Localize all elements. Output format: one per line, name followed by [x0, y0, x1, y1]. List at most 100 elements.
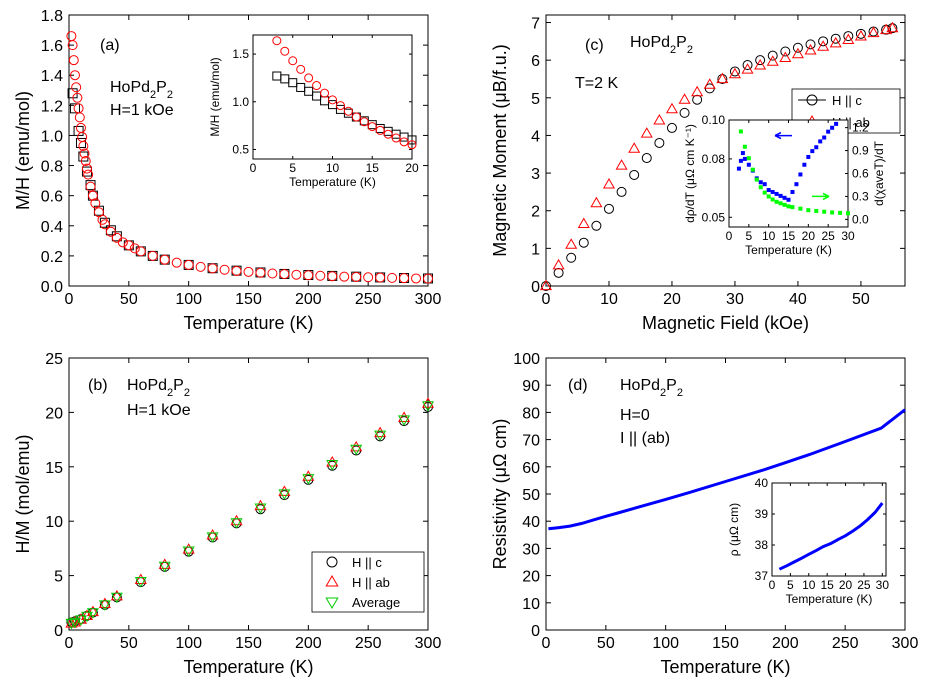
data-point — [741, 63, 754, 74]
data-point — [421, 401, 435, 412]
inset-frame — [771, 482, 887, 577]
data-point — [280, 46, 290, 56]
data-point — [678, 93, 691, 104]
inset-data-point — [814, 208, 819, 213]
data-point — [110, 592, 123, 604]
y-tick-label: 80 — [522, 405, 540, 422]
arrow-right-icon — [812, 192, 830, 201]
inset-data-point — [742, 156, 747, 161]
data-point — [703, 78, 716, 89]
y-tick-label: 2 — [531, 204, 540, 221]
data-point — [134, 573, 147, 585]
data-point — [90, 198, 101, 209]
y-tick-label: 0.5 — [232, 142, 249, 156]
data-point — [304, 86, 314, 96]
inset-data-point — [742, 144, 747, 149]
x-tick-label: 200 — [295, 291, 322, 308]
annotation: I || (ab) — [620, 430, 670, 447]
data-point — [158, 558, 171, 569]
panel-label: (c) — [585, 37, 604, 54]
inset-data-point — [778, 201, 783, 206]
data-point — [68, 55, 79, 66]
data-point — [71, 82, 82, 93]
series-line — [778, 502, 884, 571]
x-tick-label: 200 — [295, 635, 322, 652]
data-point — [183, 546, 194, 557]
data-point — [805, 39, 816, 50]
data-point — [641, 153, 652, 164]
data-point — [183, 259, 194, 270]
data-point — [302, 474, 315, 485]
inset-data-point — [738, 129, 743, 134]
x-tick-label: 250 — [832, 635, 859, 652]
data-point — [854, 30, 867, 41]
y-tick-label: 37 — [755, 569, 769, 583]
data-point — [77, 131, 88, 142]
annotation: T=2 K — [575, 75, 618, 92]
data-point — [312, 91, 322, 101]
inset-data-point — [782, 202, 787, 207]
y-tick-label: 1.6 — [41, 38, 63, 55]
data-point — [69, 70, 80, 81]
inset-y-label: M/H (emu/mol) — [208, 57, 222, 136]
x-tick-label: 20 — [839, 578, 853, 592]
y-axis-label: Resistivity (μΩ cm) — [490, 419, 510, 570]
y-tick-label: 60 — [522, 460, 540, 477]
x-tick-label: 150 — [235, 291, 262, 308]
x-tick-label: 250 — [355, 291, 382, 308]
data-point — [779, 51, 792, 63]
data-point — [288, 78, 298, 88]
inset-a: 0 5 10 15 20 0.5 1.0 1.5 M/H (emu/mol) Temperatur… — [208, 34, 419, 189]
data-point — [818, 36, 829, 47]
x-tick-label: 0 — [65, 291, 74, 308]
x-tick-label: 50 — [852, 291, 870, 308]
data-point — [86, 605, 99, 617]
y-tick-label: 15 — [45, 460, 63, 477]
data-point — [729, 66, 740, 77]
data-point — [80, 609, 93, 620]
data-point — [767, 50, 778, 61]
data-point — [159, 561, 170, 572]
inset-data-point — [802, 162, 807, 167]
y-tick-label: 39 — [755, 507, 769, 521]
annotation: H=1 kOe — [127, 402, 191, 419]
panel-label: (b) — [88, 377, 108, 394]
panel-label: (d) — [568, 377, 588, 394]
inset-data-point — [846, 211, 850, 216]
data-point — [566, 252, 577, 263]
data-point — [350, 444, 363, 456]
data-point — [615, 159, 628, 170]
y-tick-label: 20 — [522, 569, 540, 586]
inset-data-point — [790, 205, 795, 210]
data-point — [207, 532, 218, 543]
data-point — [75, 137, 86, 148]
inset-data-point — [806, 154, 811, 159]
x-axis-label: Temperature (K) — [183, 657, 313, 677]
data-point — [716, 72, 729, 84]
x-tick-label: 300 — [415, 635, 442, 652]
y-tick-label: 0.4 — [41, 219, 63, 236]
data-point — [421, 397, 435, 408]
y-right-tick-label: 0.6 — [852, 167, 869, 181]
data-point — [68, 615, 82, 627]
data-point — [134, 576, 147, 588]
data-point — [411, 273, 422, 284]
x-tick-label: 300 — [892, 635, 919, 652]
data-point — [80, 156, 91, 167]
data-point — [343, 106, 353, 116]
y-tick-label: 25 — [45, 351, 63, 368]
legend-marker — [325, 574, 339, 587]
inset-data-point — [770, 197, 775, 202]
x-tick-label: 150 — [235, 635, 262, 652]
data-point — [867, 26, 880, 38]
y-tick-label: 0.6 — [41, 189, 63, 206]
inset-data-point — [810, 149, 815, 154]
data-point — [272, 36, 282, 46]
y-tick-label: 38 — [755, 538, 769, 552]
data-point — [374, 430, 387, 442]
data-point — [123, 240, 134, 251]
data-point — [565, 238, 578, 249]
data-point — [158, 561, 171, 573]
inset-data-point — [798, 172, 803, 177]
